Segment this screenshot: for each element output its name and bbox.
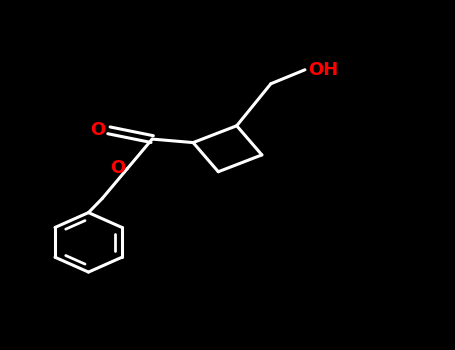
Text: O: O bbox=[90, 121, 105, 139]
Text: O: O bbox=[110, 159, 125, 177]
Text: OH: OH bbox=[308, 61, 339, 79]
